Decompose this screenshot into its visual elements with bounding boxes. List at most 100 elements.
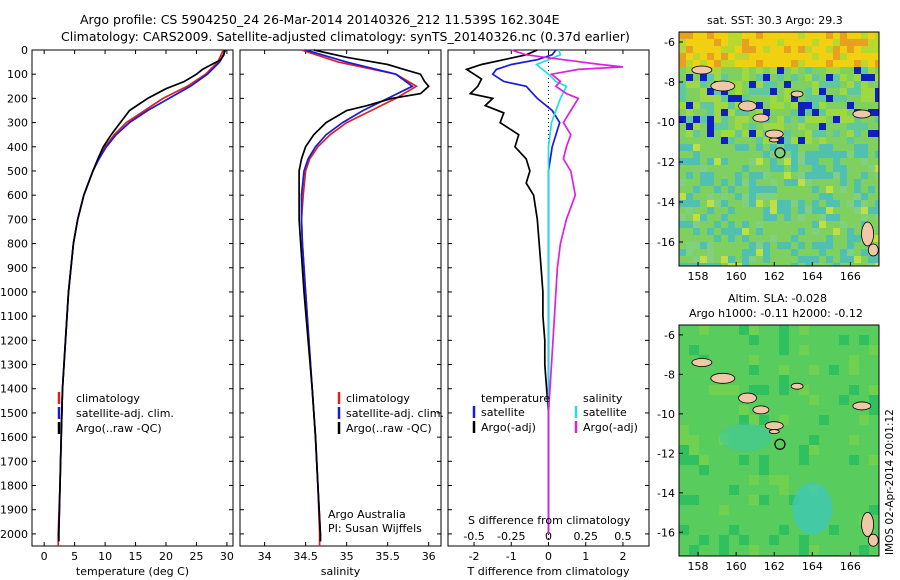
map-cell bbox=[854, 207, 861, 214]
map-cell bbox=[779, 475, 789, 485]
map-cell bbox=[742, 95, 749, 102]
map-cell bbox=[763, 32, 770, 39]
map-cell bbox=[799, 445, 809, 455]
map-cell bbox=[868, 53, 875, 60]
map-cell bbox=[728, 95, 735, 102]
map-cell bbox=[707, 193, 714, 200]
map-cell bbox=[735, 88, 742, 95]
map-cell bbox=[805, 95, 812, 102]
map-cell bbox=[840, 165, 847, 172]
map-cell bbox=[861, 144, 868, 151]
map-cell bbox=[847, 256, 854, 263]
map-cell bbox=[739, 325, 749, 335]
map-cell bbox=[854, 193, 861, 200]
map-cell bbox=[798, 207, 805, 214]
map-cell bbox=[700, 53, 707, 60]
map-cell bbox=[686, 207, 693, 214]
island bbox=[867, 533, 879, 547]
map-cell bbox=[770, 81, 777, 88]
map-cell bbox=[777, 116, 784, 123]
map-cell bbox=[707, 207, 714, 214]
map-cell bbox=[735, 95, 742, 102]
island bbox=[752, 405, 770, 415]
map-cell bbox=[869, 385, 879, 395]
map-cell bbox=[819, 137, 826, 144]
map-cell bbox=[749, 46, 756, 53]
map-cell bbox=[839, 335, 849, 345]
map-cell bbox=[791, 109, 798, 116]
map-y-tick-label: -12 bbox=[657, 447, 675, 460]
map-cell bbox=[854, 39, 861, 46]
map-cell bbox=[833, 53, 840, 60]
map-cell bbox=[728, 221, 735, 228]
map-cell bbox=[805, 263, 812, 266]
map-cell bbox=[707, 39, 714, 46]
map-cell bbox=[714, 200, 721, 207]
island bbox=[867, 243, 879, 257]
map-cell bbox=[721, 53, 728, 60]
map-cell bbox=[833, 158, 840, 165]
map-cell bbox=[770, 235, 777, 242]
island bbox=[861, 512, 874, 537]
map-cell bbox=[721, 46, 728, 53]
map-cell bbox=[739, 455, 749, 465]
map-cell bbox=[784, 39, 791, 46]
map-cell bbox=[819, 214, 826, 221]
map-cell bbox=[868, 32, 875, 39]
header-line-2: Climatology: CARS2009. Satellite-adjuste… bbox=[61, 29, 630, 44]
map-cell bbox=[689, 495, 699, 505]
map-cell bbox=[777, 53, 784, 60]
map-cell bbox=[735, 144, 742, 151]
map-cell bbox=[826, 109, 833, 116]
map-cell bbox=[714, 116, 721, 123]
map-cell bbox=[735, 123, 742, 130]
map-cell bbox=[756, 172, 763, 179]
map-cell bbox=[714, 60, 721, 67]
map-cell bbox=[791, 102, 798, 109]
map-cell bbox=[714, 221, 721, 228]
map-cell bbox=[847, 235, 854, 242]
map-cell bbox=[700, 32, 707, 39]
map-cell bbox=[861, 172, 868, 179]
map-cell bbox=[819, 172, 826, 179]
map-cell bbox=[840, 95, 847, 102]
map-cell bbox=[770, 186, 777, 193]
map-cell bbox=[742, 179, 749, 186]
map-cell bbox=[756, 109, 763, 116]
island bbox=[790, 382, 804, 390]
map-cell bbox=[819, 249, 826, 256]
map-cell bbox=[784, 88, 791, 95]
map-cell bbox=[686, 221, 693, 228]
map-cell bbox=[699, 455, 709, 465]
map-cell bbox=[791, 151, 798, 158]
x2-tick-label: 0.5 bbox=[614, 530, 632, 543]
map-cell bbox=[854, 81, 861, 88]
temperature-legend: climatology satellite-adj. clim. Argo(..… bbox=[57, 392, 174, 435]
map-x-tick-label: 162 bbox=[764, 560, 785, 573]
map-cell bbox=[812, 46, 819, 53]
map-cell bbox=[840, 60, 847, 67]
map-cell bbox=[854, 144, 861, 151]
map-cell bbox=[728, 109, 735, 116]
map-cell bbox=[784, 172, 791, 179]
map-cell bbox=[707, 74, 714, 81]
map-cell bbox=[809, 395, 819, 405]
map-cell bbox=[799, 345, 809, 355]
map-cell bbox=[679, 455, 689, 465]
map-cell bbox=[721, 228, 728, 235]
map-cell bbox=[869, 405, 879, 415]
map-cell bbox=[742, 221, 749, 228]
map-cell bbox=[826, 256, 833, 263]
map-cell bbox=[739, 535, 749, 545]
map-cell bbox=[749, 335, 759, 345]
island bbox=[852, 401, 872, 411]
map-cell bbox=[728, 137, 735, 144]
map-cell bbox=[749, 325, 759, 335]
map-cell bbox=[833, 60, 840, 67]
map-cell bbox=[749, 385, 759, 395]
map-cell bbox=[868, 165, 875, 172]
map-cell bbox=[735, 116, 742, 123]
map-cell bbox=[875, 207, 879, 214]
map-cell bbox=[742, 228, 749, 235]
map-cell bbox=[714, 46, 721, 53]
